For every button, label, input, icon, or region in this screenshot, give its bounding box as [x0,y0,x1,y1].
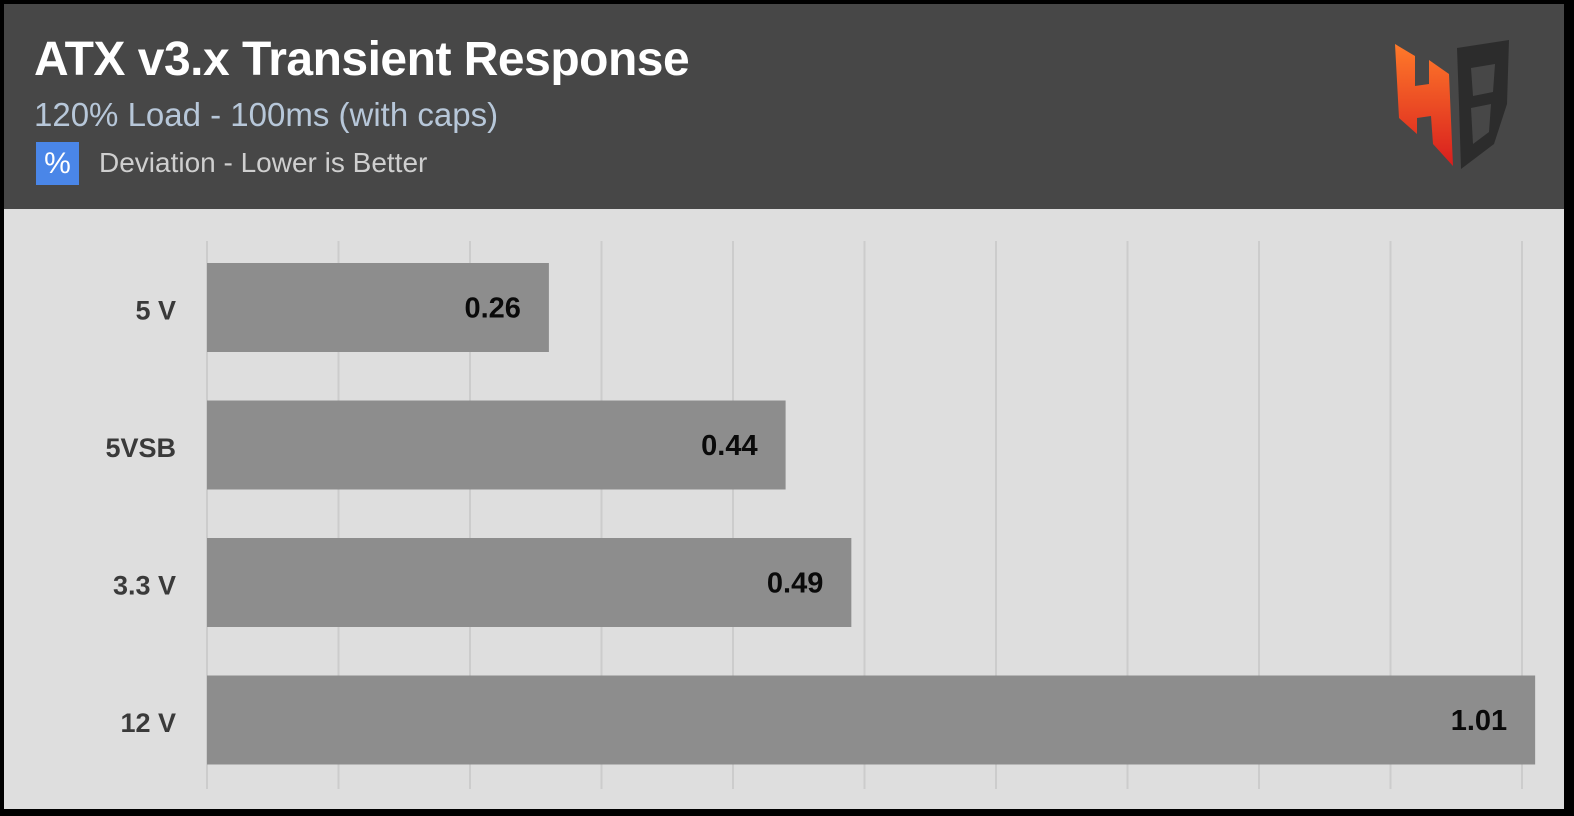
category-label: 5VSB [105,433,176,463]
bar-12-v [207,675,1536,765]
bar-value-label: 0.49 [767,568,823,600]
legend-text: Deviation - Lower is Better [99,147,428,178]
bar-5vsb [207,400,786,490]
chart-title: ATX v3.x Transient Response [34,33,690,86]
category-label: 12 V [120,708,176,738]
label-layer: 0.26 5 V 0.44 5VSB 0.49 3.3 V 1.01 12 V [105,293,1507,739]
category-label: 5 V [135,296,176,326]
bar-5-v [207,263,549,352]
bar-3-3-v [207,538,852,627]
bar-chart-plot: 0.26 5 V 0.44 5VSB 0.49 3.3 V 1.01 12 V [105,241,1536,789]
chart-subtitle: 120% Load - 100ms (with caps) [34,96,499,133]
category-label: 3.3 V [113,571,176,601]
bar-value-label: 0.26 [464,293,520,325]
hb-logo-icon [1395,40,1509,169]
bar-layer [207,263,1536,765]
chart-header: ATX v3.x Transient Response 120% Load - … [4,4,1564,209]
unit-badge: % [36,142,79,185]
bar-value-label: 1.01 [1451,705,1507,737]
bar-value-label: 0.44 [701,430,757,462]
chart-frame: ATX v3.x Transient Response 120% Load - … [4,4,1564,809]
